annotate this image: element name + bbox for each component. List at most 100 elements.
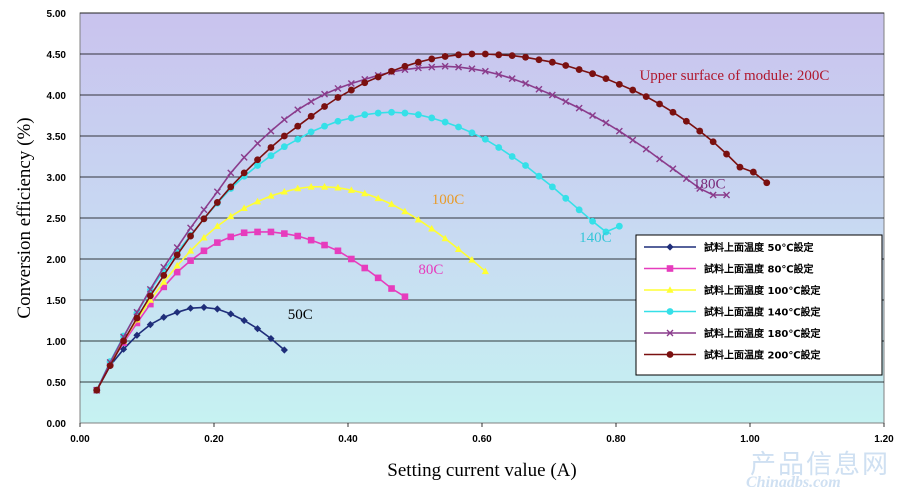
data-point: [522, 53, 529, 61]
data-point: [508, 75, 516, 83]
data-point: [602, 228, 610, 236]
data-point: [253, 325, 262, 333]
legend-marker: [666, 243, 674, 251]
data-point: [307, 112, 315, 120]
data-point: [294, 184, 302, 192]
annotations: 50C 80C 100C 140C 180C Upper surface of modul…: [288, 68, 830, 323]
data-point: [696, 127, 704, 135]
y-axis-title: Conversion efficiency (%): [14, 117, 35, 318]
data-point: [615, 80, 623, 88]
data-point: [388, 67, 395, 75]
data-point: [334, 117, 342, 125]
data-point: [321, 122, 328, 130]
data-point: [414, 111, 422, 119]
data-point: [173, 308, 181, 316]
data-point: [709, 138, 717, 146]
data-point: [240, 316, 248, 325]
data-point: [428, 224, 436, 232]
data-point: [562, 98, 570, 106]
data-point: [428, 114, 436, 122]
legend-label: 試料上面温度 100℃設定: [704, 284, 820, 297]
data-point: [723, 150, 730, 158]
data-point: [401, 109, 409, 117]
series-group: [93, 50, 771, 394]
series-annotation: 50C: [288, 307, 313, 323]
axis-ticks: 0.00 0.50 1.00 1.50 2.00 2.50 3.00 3.50 4.00 4.50…: [47, 9, 895, 445]
data-point: [334, 84, 342, 92]
data-point: [441, 62, 449, 70]
data-point: [334, 183, 342, 191]
series-annotation: Upper surface of module: 200C: [639, 68, 829, 84]
data-point: [254, 162, 261, 169]
data-point: [173, 268, 181, 276]
y-tick-label: 0.00: [47, 419, 67, 430]
series-annotation: 180C: [693, 176, 726, 192]
y-tick-label: 3.50: [47, 132, 67, 143]
data-point: [334, 247, 342, 255]
data-point: [414, 215, 422, 223]
data-point: [227, 310, 235, 318]
data-point: [388, 108, 395, 116]
data-point: [227, 233, 235, 241]
data-point: [294, 106, 302, 114]
data-point: [548, 91, 556, 99]
series-3: [93, 183, 489, 393]
data-point: [522, 162, 529, 169]
x-tick-label: 0.80: [606, 434, 626, 445]
data-point: [455, 51, 462, 59]
legend-label: 試料上面温度 80℃設定: [704, 263, 814, 276]
y-tick-label: 5.00: [47, 9, 67, 20]
data-point: [186, 247, 195, 254]
data-point: [428, 55, 436, 63]
data-point: [133, 314, 141, 322]
data-point: [414, 58, 422, 66]
data-point: [160, 272, 168, 279]
data-point: [160, 313, 168, 321]
data-point: [481, 50, 489, 58]
data-point: [348, 255, 355, 263]
data-point: [481, 135, 489, 143]
data-point: [281, 230, 288, 237]
data-point: [441, 234, 449, 242]
data-point: [227, 183, 235, 191]
data-point: [200, 215, 208, 223]
data-point: [441, 53, 449, 60]
y-tick-label: 1.50: [47, 296, 67, 307]
data-point: [187, 224, 195, 232]
data-point: [575, 104, 583, 112]
y-tick-label: 4.00: [47, 91, 67, 102]
data-point: [280, 132, 288, 140]
data-point: [267, 334, 275, 343]
data-point: [307, 128, 315, 136]
data-point: [347, 86, 355, 94]
data-point: [240, 169, 248, 177]
legend-marker: [666, 286, 674, 293]
y-tick-label: 4.50: [47, 50, 67, 61]
data-point: [374, 73, 382, 81]
data-point: [146, 296, 154, 303]
legend-marker: [666, 329, 674, 337]
data-point: [535, 85, 543, 93]
data-point: [629, 136, 637, 144]
y-tick-label: 1.00: [47, 337, 67, 348]
legend-label: 試料上面温度 140℃設定: [704, 306, 820, 319]
data-point: [267, 144, 275, 151]
data-point: [187, 257, 194, 264]
data-point: [615, 127, 623, 135]
data-point: [160, 283, 168, 291]
data-point: [361, 264, 369, 272]
data-point: [200, 303, 208, 311]
data-point: [682, 117, 690, 125]
data-point: [723, 191, 731, 199]
data-point: [495, 71, 503, 78]
data-point: [200, 233, 208, 241]
data-point: [347, 80, 355, 88]
data-point: [213, 305, 221, 313]
data-point: [186, 304, 195, 312]
series-annotation: 80C: [418, 262, 443, 278]
y-tick-label: 3.00: [47, 173, 67, 184]
x-tick-label: 0.40: [338, 434, 358, 445]
data-point: [361, 111, 369, 119]
data-point: [361, 189, 369, 197]
data-point: [160, 263, 168, 271]
